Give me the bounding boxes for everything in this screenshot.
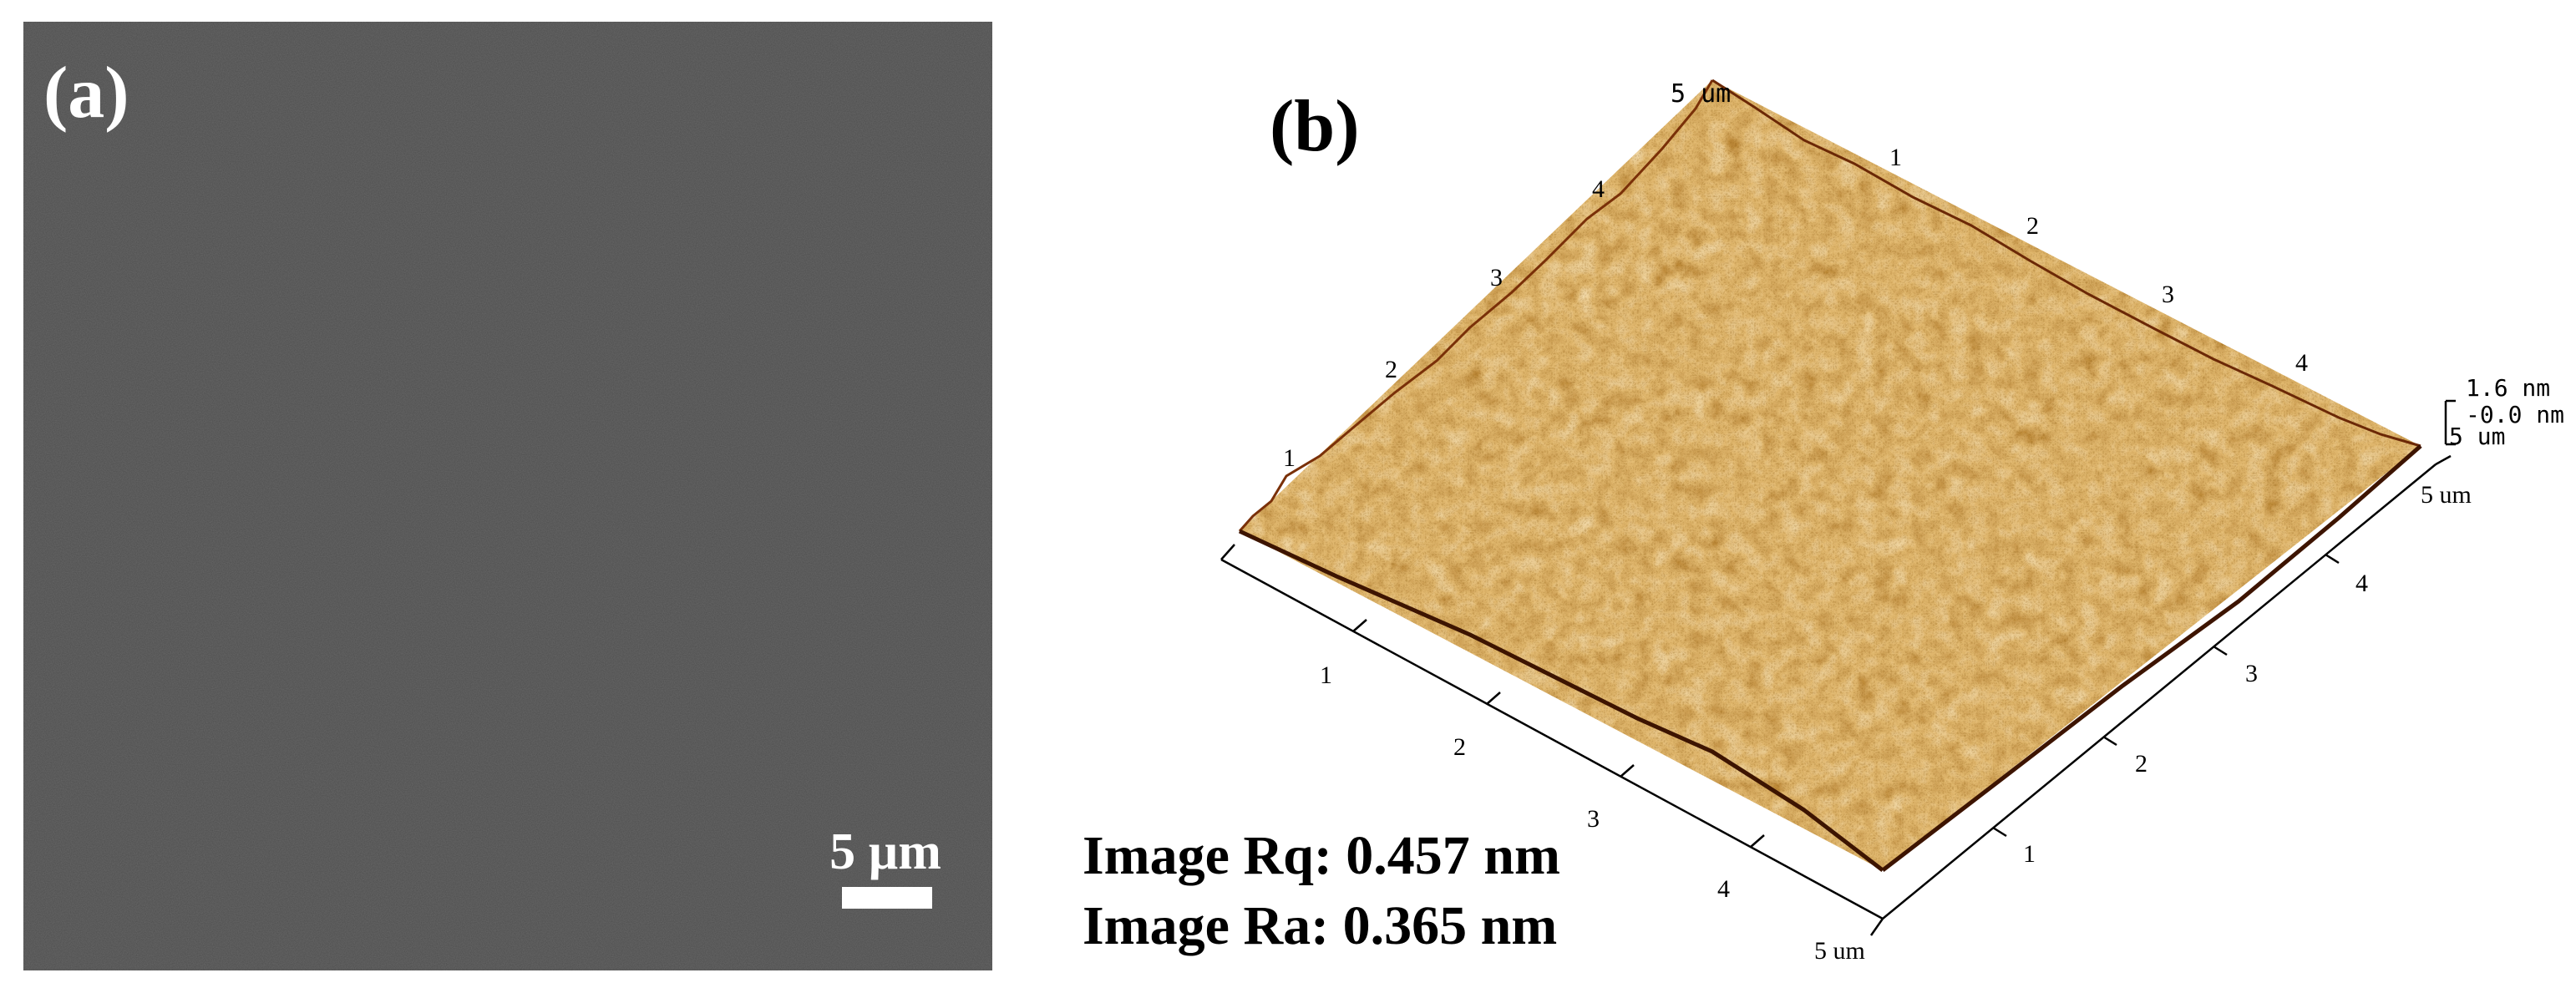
afm-base-axes bbox=[1220, 399, 2456, 936]
panel-a-label: (a) bbox=[43, 53, 129, 134]
tick-label: 4 bbox=[1592, 175, 1605, 203]
tick-label: 2 bbox=[1453, 733, 1466, 761]
tick-label: 3 bbox=[1587, 805, 1600, 833]
sem-texture bbox=[23, 22, 992, 970]
tick-label: 1 bbox=[1283, 444, 1296, 472]
tick-label: 2 bbox=[1385, 356, 1397, 383]
tick-label: 5 um bbox=[1814, 937, 1865, 965]
tick-label: 2 bbox=[2026, 212, 2039, 240]
tick-label: 4 bbox=[1717, 875, 1730, 903]
roughness-ra: Image Ra: 0.365 nm bbox=[1083, 895, 1557, 956]
tick-label: 4 bbox=[2355, 570, 2368, 597]
tick-label: 2 bbox=[2135, 750, 2148, 778]
tick-label: 5 um bbox=[2421, 481, 2472, 509]
tick-label: 3 bbox=[2245, 660, 2258, 687]
tick-label: 3 bbox=[1490, 264, 1503, 291]
panel-b-label: (b) bbox=[1270, 86, 1360, 167]
afm-front-left-edge bbox=[1238, 529, 1884, 872]
afm-front-right-ticks: 1 2 3 4 5 um bbox=[2023, 481, 2472, 868]
afm-back-right-edge bbox=[1711, 79, 2421, 448]
panel-a-sem: (a) 5 µm bbox=[0, 0, 1002, 984]
tick-label: 1 bbox=[1320, 661, 1332, 689]
afm-front-right-edge bbox=[1881, 444, 2422, 872]
roughness-rq: Image Rq: 0.457 nm bbox=[1083, 825, 1560, 886]
afm-surface bbox=[1240, 80, 2421, 870]
afm-back-left-edge bbox=[1238, 79, 1714, 532]
afm-back-right-ticks: 1 2 3 4 bbox=[1889, 144, 2308, 377]
afm-front-left-ticks: 1 2 3 4 5 um bbox=[1320, 661, 1865, 965]
tick-label: 1 bbox=[2023, 840, 2036, 868]
afm-svg: (b) 5 um 1 2 3 4 1 2 3 4 1 2 3 4 5 um 1 … bbox=[1083, 79, 2564, 965]
afm-back-left-ticks: 1 2 3 4 bbox=[1283, 175, 1605, 472]
afm-corner-label: 5 um bbox=[1671, 79, 1731, 109]
z-unit-label: 5 um bbox=[2449, 423, 2505, 450]
z-min-label: -0.0 nm bbox=[2466, 401, 2564, 428]
scale-bar-label: 5 µm bbox=[829, 823, 941, 880]
panel-b-afm: (b) 5 um 1 2 3 4 1 2 3 4 1 2 3 4 5 um 1 … bbox=[1002, 0, 2576, 984]
tick-label: 4 bbox=[2295, 349, 2308, 377]
sem-svg: (a) 5 µm bbox=[23, 22, 992, 970]
tick-label: 3 bbox=[2162, 281, 2174, 308]
z-max-label: 1.6 nm bbox=[2466, 374, 2550, 402]
scale-bar bbox=[842, 887, 932, 909]
tick-label: 1 bbox=[1889, 144, 1902, 171]
